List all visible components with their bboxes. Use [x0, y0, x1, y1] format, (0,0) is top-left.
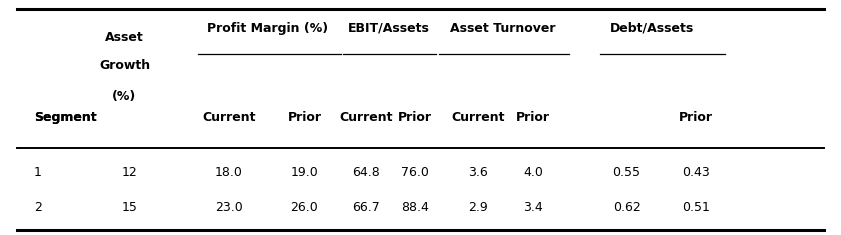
Text: 0.62: 0.62: [613, 201, 640, 215]
Text: 15: 15: [121, 201, 137, 215]
Text: Profit Margin (%): Profit Margin (%): [207, 22, 328, 35]
Text: 66.7: 66.7: [352, 201, 379, 215]
Text: 23.0: 23.0: [215, 201, 242, 215]
Text: 88.4: 88.4: [400, 201, 429, 215]
Text: 0.55: 0.55: [612, 166, 641, 179]
Text: 3.4: 3.4: [523, 201, 543, 215]
Text: 2: 2: [34, 201, 41, 215]
Text: 1: 1: [34, 166, 41, 179]
Text: 0.43: 0.43: [683, 166, 710, 179]
Text: 12: 12: [121, 166, 137, 179]
Text: Asset Turnover: Asset Turnover: [450, 22, 556, 35]
Text: Prior: Prior: [398, 111, 431, 124]
Text: 64.8: 64.8: [352, 166, 379, 179]
Text: (%): (%): [113, 90, 136, 103]
Text: 18.0: 18.0: [214, 166, 243, 179]
Text: 3.6: 3.6: [468, 166, 488, 179]
Text: Prior: Prior: [680, 111, 713, 124]
Text: 2.9: 2.9: [468, 201, 488, 215]
Text: Growth: Growth: [99, 59, 150, 72]
Text: 19.0: 19.0: [291, 166, 318, 179]
Text: 26.0: 26.0: [291, 201, 318, 215]
Text: Asset: Asset: [105, 31, 144, 44]
Text: Prior: Prior: [516, 111, 550, 124]
Text: Current: Current: [451, 111, 505, 124]
Text: Current: Current: [202, 111, 256, 124]
Text: Segment: Segment: [34, 111, 96, 124]
Text: 4.0: 4.0: [523, 166, 543, 179]
Text: Debt/Assets: Debt/Assets: [610, 22, 694, 35]
Text: Prior: Prior: [288, 111, 321, 124]
Text: Segment: Segment: [34, 111, 96, 124]
Text: 76.0: 76.0: [400, 166, 429, 179]
Text: EBIT/Assets: EBIT/Assets: [347, 22, 430, 35]
Text: Current: Current: [339, 111, 393, 124]
Text: 0.51: 0.51: [682, 201, 711, 215]
